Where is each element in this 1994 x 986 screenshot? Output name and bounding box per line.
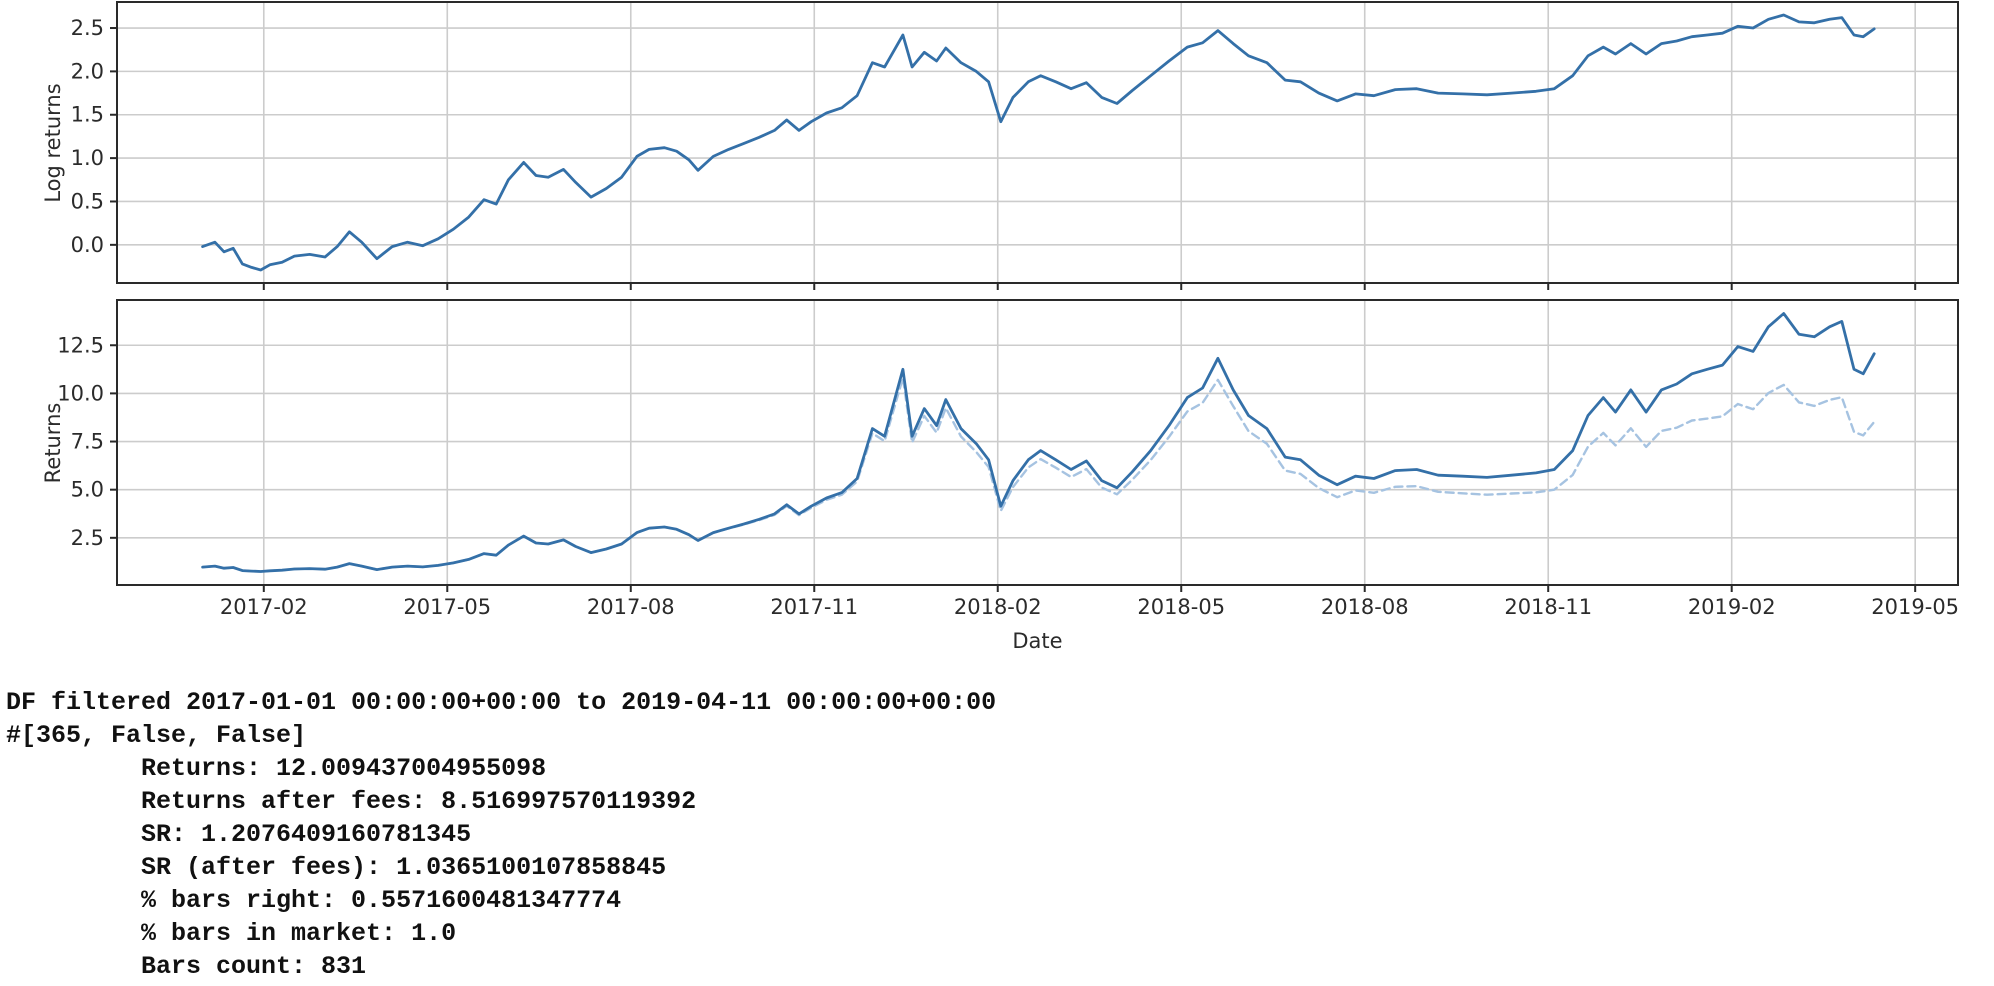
console-line: Returns: 12.009437004955098 bbox=[6, 754, 547, 783]
x-tick-label: 2018-02 bbox=[954, 595, 1042, 619]
y-axis-label: Log returns bbox=[41, 83, 65, 202]
x-tick-label: 2018-05 bbox=[1137, 595, 1225, 619]
y-tick-label: 2.5 bbox=[71, 526, 104, 550]
y-tick-label: 1.5 bbox=[71, 103, 104, 127]
y-tick-label: 0.5 bbox=[71, 189, 104, 213]
y-tick-label: 10.0 bbox=[57, 381, 104, 405]
console-line: Bars count: 831 bbox=[6, 952, 367, 981]
y-tick-label: 12.5 bbox=[57, 333, 104, 357]
y-axis-label: Returns bbox=[41, 403, 65, 484]
console-output: DF filtered 2017-01-01 00:00:00+00:00 to… bbox=[6, 686, 996, 983]
console-line: % bars right: 0.5571600481347774 bbox=[6, 886, 622, 915]
y-tick-label: 0.0 bbox=[71, 233, 104, 257]
y-tick-label: 1.0 bbox=[71, 146, 104, 170]
plot-border bbox=[116, 299, 1959, 586]
plot-border bbox=[116, 1, 1959, 284]
y-tick-label: 5.0 bbox=[71, 478, 104, 502]
x-tick-label: 2017-08 bbox=[587, 595, 675, 619]
returns-figure-svg: 0.0 0.5 1.0 1.5 2.0 2.5 Log returns 2.5 5.0 7.5 10… bbox=[41, 1, 1959, 653]
console-line: % bars in market: 1.0 bbox=[6, 919, 457, 948]
y-tick-label: 7.5 bbox=[71, 430, 104, 454]
x-tick-label: 2019-02 bbox=[1688, 595, 1776, 619]
x-tick-label: 2019-05 bbox=[1871, 595, 1959, 619]
y-tick-label: 2.5 bbox=[71, 16, 104, 40]
console-line: SR: 1.2076409160781345 bbox=[6, 820, 472, 849]
x-tick-label: 2017-05 bbox=[403, 595, 491, 619]
console-line: SR (after fees): 1.0365100107858845 bbox=[6, 853, 667, 882]
x-axis-label: Date bbox=[1012, 629, 1062, 653]
log-returns-line bbox=[201, 13, 1876, 272]
returns-after-fees-line bbox=[201, 376, 1876, 573]
console-line: Returns after fees: 8.516997570119392 bbox=[6, 787, 697, 816]
returns-figure: 0.0 0.5 1.0 1.5 2.0 2.5 Log returns 2.5 5.0 7.5 10… bbox=[41, 1, 1959, 653]
console-line: DF filtered 2017-01-01 00:00:00+00:00 to… bbox=[6, 688, 997, 717]
x-tick-label: 2018-11 bbox=[1504, 595, 1592, 619]
returns-line bbox=[201, 312, 1876, 573]
console-line: #[365, False, False] bbox=[6, 721, 307, 750]
x-tick-label: 2017-11 bbox=[770, 595, 858, 619]
x-tick-label: 2017-02 bbox=[220, 595, 308, 619]
y-tick-label: 2.0 bbox=[71, 59, 104, 83]
x-tick-label: 2018-08 bbox=[1321, 595, 1409, 619]
